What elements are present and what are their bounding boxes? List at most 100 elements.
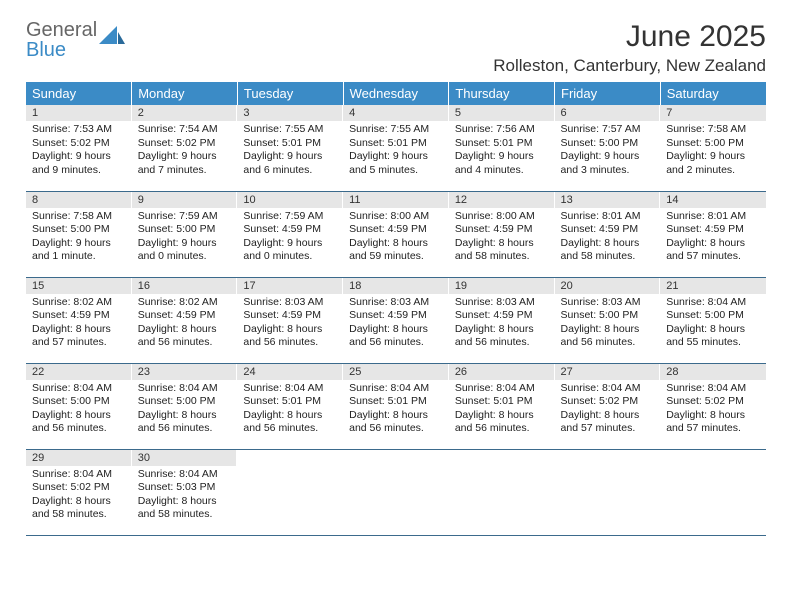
calendar-day-cell: 15Sunrise: 8:02 AMSunset: 4:59 PMDayligh…: [26, 277, 132, 363]
day-line-sr: Sunrise: 8:04 AM: [243, 382, 337, 396]
calendar-day-cell: 22Sunrise: 8:04 AMSunset: 5:00 PMDayligh…: [26, 363, 132, 449]
day-line-d1: Daylight: 8 hours: [138, 409, 232, 423]
day-line-ss: Sunset: 5:00 PM: [561, 137, 655, 151]
logo: General Blue: [26, 20, 125, 60]
day-line-d2: and 58 minutes.: [32, 508, 126, 522]
day-line-d1: Daylight: 8 hours: [243, 409, 337, 423]
day-line-d2: and 2 minutes.: [666, 164, 760, 178]
day-line-d2: and 56 minutes.: [455, 336, 549, 350]
day-line-sr: Sunrise: 8:04 AM: [32, 468, 126, 482]
day-line-ss: Sunset: 5:02 PM: [666, 395, 760, 409]
calendar-day-cell: 5Sunrise: 7:56 AMSunset: 5:01 PMDaylight…: [449, 105, 555, 191]
calendar-day-cell: 4Sunrise: 7:55 AMSunset: 5:01 PMDaylight…: [343, 105, 449, 191]
day-line-ss: Sunset: 5:00 PM: [561, 309, 655, 323]
day-line-d2: and 56 minutes.: [349, 422, 443, 436]
calendar-day-cell: [237, 449, 343, 535]
day-line-d2: and 56 minutes.: [243, 336, 337, 350]
calendar-day-cell: 1Sunrise: 7:53 AMSunset: 5:02 PMDaylight…: [26, 105, 132, 191]
day-body: Sunrise: 8:01 AMSunset: 4:59 PMDaylight:…: [660, 208, 766, 269]
day-line-ss: Sunset: 4:59 PM: [243, 309, 337, 323]
day-line-ss: Sunset: 5:01 PM: [349, 137, 443, 151]
calendar-day-cell: 27Sunrise: 8:04 AMSunset: 5:02 PMDayligh…: [555, 363, 661, 449]
day-line-sr: Sunrise: 8:02 AM: [32, 296, 126, 310]
calendar-day-cell: [449, 449, 555, 535]
day-line-d2: and 0 minutes.: [138, 250, 232, 264]
day-line-sr: Sunrise: 8:04 AM: [138, 468, 232, 482]
day-number: 14: [660, 192, 766, 208]
calendar-day-cell: 12Sunrise: 8:00 AMSunset: 4:59 PMDayligh…: [449, 191, 555, 277]
day-body: Sunrise: 8:04 AMSunset: 5:02 PMDaylight:…: [26, 466, 132, 527]
day-line-ss: Sunset: 5:00 PM: [666, 309, 760, 323]
day-body: Sunrise: 8:03 AMSunset: 5:00 PMDaylight:…: [555, 294, 661, 355]
day-line-d2: and 6 minutes.: [243, 164, 337, 178]
day-line-d1: Daylight: 8 hours: [349, 409, 443, 423]
day-number: 20: [555, 278, 661, 294]
day-line-d2: and 56 minutes.: [138, 336, 232, 350]
day-body: Sunrise: 7:59 AMSunset: 4:59 PMDaylight:…: [237, 208, 343, 269]
day-number: 2: [132, 105, 238, 121]
day-line-d2: and 58 minutes.: [138, 508, 232, 522]
day-line-ss: Sunset: 4:59 PM: [561, 223, 655, 237]
calendar-week-row: 1Sunrise: 7:53 AMSunset: 5:02 PMDaylight…: [26, 105, 766, 191]
day-line-d1: Daylight: 8 hours: [561, 409, 655, 423]
day-body: Sunrise: 7:59 AMSunset: 5:00 PMDaylight:…: [132, 208, 238, 269]
day-line-d1: Daylight: 8 hours: [666, 409, 760, 423]
day-line-d1: Daylight: 8 hours: [455, 237, 549, 251]
day-number: 9: [132, 192, 238, 208]
calendar-day-cell: 9Sunrise: 7:59 AMSunset: 5:00 PMDaylight…: [132, 191, 238, 277]
day-body: Sunrise: 8:04 AMSunset: 5:01 PMDaylight:…: [237, 380, 343, 441]
day-line-d2: and 57 minutes.: [32, 336, 126, 350]
day-line-sr: Sunrise: 8:04 AM: [455, 382, 549, 396]
day-line-d2: and 56 minutes.: [561, 336, 655, 350]
day-line-sr: Sunrise: 7:57 AM: [561, 123, 655, 137]
day-line-d2: and 59 minutes.: [349, 250, 443, 264]
day-number: 1: [26, 105, 132, 121]
day-line-d1: Daylight: 8 hours: [32, 323, 126, 337]
day-line-d2: and 57 minutes.: [666, 250, 760, 264]
logo-sail-icon: [99, 24, 125, 46]
calendar-day-cell: 11Sunrise: 8:00 AMSunset: 4:59 PMDayligh…: [343, 191, 449, 277]
day-line-ss: Sunset: 5:01 PM: [243, 395, 337, 409]
day-line-sr: Sunrise: 8:04 AM: [32, 382, 126, 396]
day-line-d1: Daylight: 8 hours: [138, 495, 232, 509]
day-line-d2: and 1 minute.: [32, 250, 126, 264]
day-number: 7: [660, 105, 766, 121]
day-line-d1: Daylight: 8 hours: [32, 409, 126, 423]
calendar-day-cell: 2Sunrise: 7:54 AMSunset: 5:02 PMDaylight…: [132, 105, 238, 191]
day-number: 12: [449, 192, 555, 208]
day-number: 28: [660, 364, 766, 380]
day-line-ss: Sunset: 5:00 PM: [666, 137, 760, 151]
day-line-d2: and 56 minutes.: [455, 422, 549, 436]
calendar-day-cell: [555, 449, 661, 535]
day-line-d1: Daylight: 8 hours: [349, 323, 443, 337]
day-body: Sunrise: 7:58 AMSunset: 5:00 PMDaylight:…: [26, 208, 132, 269]
calendar-day-cell: 3Sunrise: 7:55 AMSunset: 5:01 PMDaylight…: [237, 105, 343, 191]
day-line-sr: Sunrise: 8:04 AM: [666, 382, 760, 396]
day-number: 25: [343, 364, 449, 380]
day-line-sr: Sunrise: 8:03 AM: [455, 296, 549, 310]
day-line-d2: and 9 minutes.: [32, 164, 126, 178]
day-line-ss: Sunset: 5:01 PM: [349, 395, 443, 409]
day-line-d1: Daylight: 9 hours: [32, 150, 126, 164]
day-line-sr: Sunrise: 7:56 AM: [455, 123, 549, 137]
day-line-ss: Sunset: 5:02 PM: [138, 137, 232, 151]
day-line-ss: Sunset: 5:02 PM: [32, 137, 126, 151]
day-line-d2: and 3 minutes.: [561, 164, 655, 178]
calendar-day-cell: 17Sunrise: 8:03 AMSunset: 4:59 PMDayligh…: [237, 277, 343, 363]
day-body: Sunrise: 8:04 AMSunset: 5:02 PMDaylight:…: [555, 380, 661, 441]
day-body: Sunrise: 8:04 AMSunset: 5:02 PMDaylight:…: [660, 380, 766, 441]
day-line-sr: Sunrise: 8:00 AM: [455, 210, 549, 224]
day-body: Sunrise: 7:56 AMSunset: 5:01 PMDaylight:…: [449, 121, 555, 182]
day-body: Sunrise: 7:54 AMSunset: 5:02 PMDaylight:…: [132, 121, 238, 182]
day-body: Sunrise: 8:03 AMSunset: 4:59 PMDaylight:…: [343, 294, 449, 355]
calendar-day-cell: 21Sunrise: 8:04 AMSunset: 5:00 PMDayligh…: [660, 277, 766, 363]
day-line-d1: Daylight: 9 hours: [138, 150, 232, 164]
day-number: 18: [343, 278, 449, 294]
calendar-day-cell: 25Sunrise: 8:04 AMSunset: 5:01 PMDayligh…: [343, 363, 449, 449]
day-line-d2: and 57 minutes.: [666, 422, 760, 436]
month-title: June 2025: [493, 20, 766, 54]
day-body: Sunrise: 8:04 AMSunset: 5:00 PMDaylight:…: [132, 380, 238, 441]
day-number: 11: [343, 192, 449, 208]
day-line-sr: Sunrise: 7:55 AM: [349, 123, 443, 137]
calendar-table: Sunday Monday Tuesday Wednesday Thursday…: [26, 82, 766, 536]
